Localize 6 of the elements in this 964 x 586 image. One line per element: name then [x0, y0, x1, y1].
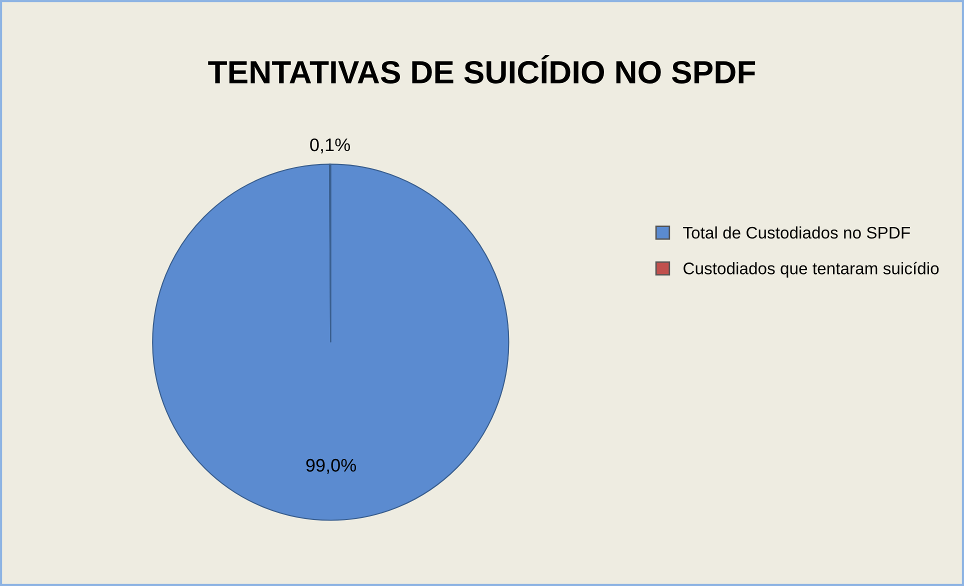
pie-slice	[152, 164, 510, 521]
data-label: 99,0%	[306, 458, 356, 474]
legend-label: Custodiados que tentaram suicídio	[684, 262, 939, 278]
data-label: 0,1%	[310, 138, 350, 154]
chart-title: TENTATIVAS DE SUICÍDIO NO SPDF	[208, 54, 756, 84]
legend-label: Total de Custodiados no SPDF	[683, 226, 910, 239]
